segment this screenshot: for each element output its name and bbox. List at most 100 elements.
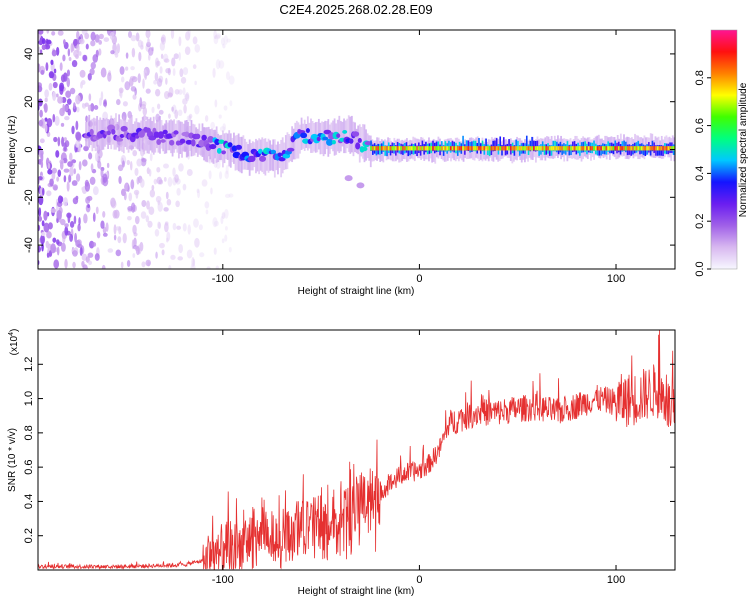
carrier-core: [589, 146, 592, 151]
halo-cell: [462, 141, 465, 162]
noise-blob: [178, 243, 183, 254]
noise-blob: [154, 88, 161, 97]
trace-blob: [247, 155, 256, 163]
carrier-core: [602, 146, 604, 151]
carrier-core: [559, 146, 562, 151]
carrier-edge: [529, 140, 532, 152]
carrier-core: [625, 146, 627, 151]
noise-blob: [38, 30, 44, 35]
trace-blob: [355, 142, 361, 150]
noise-blob: [182, 67, 189, 76]
halo-cell: [297, 122, 300, 159]
noise-blob: [71, 180, 78, 186]
carrier-core: [456, 146, 459, 151]
trace-blob: [111, 128, 116, 135]
x-tick-label: 0: [416, 574, 422, 586]
halo-cell: [143, 119, 146, 155]
colorbar-bar: [711, 30, 737, 269]
noise-blob: [38, 245, 41, 253]
noise-blob: [148, 168, 152, 177]
noise-blob: [69, 152, 73, 162]
noise-blob: [67, 213, 71, 224]
carrier-core: [525, 146, 528, 151]
halo-cell: [163, 123, 166, 154]
carrier-core: [633, 146, 636, 151]
carrier-edge: [488, 145, 491, 157]
noise-blob: [176, 225, 182, 230]
halo-cell: [349, 116, 352, 154]
noise-blob: [71, 59, 78, 68]
noise-blob: [46, 30, 50, 34]
noise-blob: [182, 222, 187, 232]
halo-cell: [294, 122, 297, 160]
noise-blob: [176, 187, 181, 196]
carrier-core: [591, 146, 594, 151]
carrier-edge: [478, 137, 480, 149]
trace-blob: [221, 150, 226, 155]
trace-blob: [322, 136, 329, 141]
carrier-core: [656, 146, 659, 151]
noise-blob: [157, 201, 163, 212]
noise-blob: [204, 201, 210, 209]
noise-blob: [206, 266, 211, 269]
carrier-core: [481, 146, 484, 151]
noise-blob: [158, 109, 164, 115]
noise-blob: [73, 168, 76, 175]
halo-cell: [295, 120, 298, 159]
noise-blob: [60, 242, 66, 252]
noise-blob: [221, 212, 226, 220]
noise-blob: [81, 102, 85, 108]
trace-blob: [310, 133, 319, 140]
noise-blob: [100, 67, 107, 78]
noise-blob: [185, 92, 190, 102]
noise-blob: [164, 221, 169, 226]
noise-blob: [221, 211, 226, 219]
noise-blob: [160, 34, 167, 45]
noise-blob: [100, 220, 105, 229]
noise-blob: [156, 166, 161, 173]
carrier-edge: [536, 140, 539, 152]
noise-blob: [78, 38, 85, 45]
carrier-core: [405, 146, 408, 151]
noise-blob: [142, 78, 145, 89]
noise-blob: [68, 174, 72, 183]
trace-blob: [89, 128, 94, 136]
halo-cell: [402, 140, 405, 160]
noise-blob: [212, 67, 216, 78]
carrier-core: [501, 146, 503, 151]
halo-cell: [130, 114, 133, 151]
noise-blob: [163, 90, 170, 100]
noise-blob: [224, 193, 231, 199]
noise-blob: [170, 30, 175, 39]
carrier-edge: [495, 138, 498, 149]
noise-blob: [124, 81, 131, 91]
noise-blob: [222, 43, 226, 49]
noise-blob: [118, 87, 124, 94]
colorbar-frame: [710, 29, 738, 270]
trace-blob: [286, 147, 295, 152]
carrier-edge: [407, 145, 410, 157]
noise-blob: [174, 109, 179, 120]
noise-blob: [187, 224, 191, 235]
carrier-core: [667, 146, 670, 151]
noise-blob: [156, 60, 161, 67]
trace-blob: [277, 152, 283, 157]
noise-blob: [180, 76, 187, 84]
carrier-edge: [525, 135, 528, 147]
carrier-core: [623, 146, 625, 151]
trace-blob: [134, 134, 140, 139]
noise-blob: [132, 94, 137, 100]
carrier-core: [619, 146, 622, 151]
noise-blob: [168, 265, 172, 269]
noise-blob: [67, 48, 71, 57]
halo-cell: [346, 118, 349, 149]
halo-cell: [174, 123, 177, 150]
noise-blob: [131, 47, 136, 58]
noise-blob: [38, 215, 43, 222]
carrier-core: [518, 146, 521, 151]
spectrogram-marks: [38, 30, 675, 269]
colorbar-tick-label: 0.6: [694, 118, 706, 133]
carrier-core: [458, 146, 461, 151]
carrier-core: [621, 146, 624, 151]
noise-blob: [57, 96, 63, 104]
